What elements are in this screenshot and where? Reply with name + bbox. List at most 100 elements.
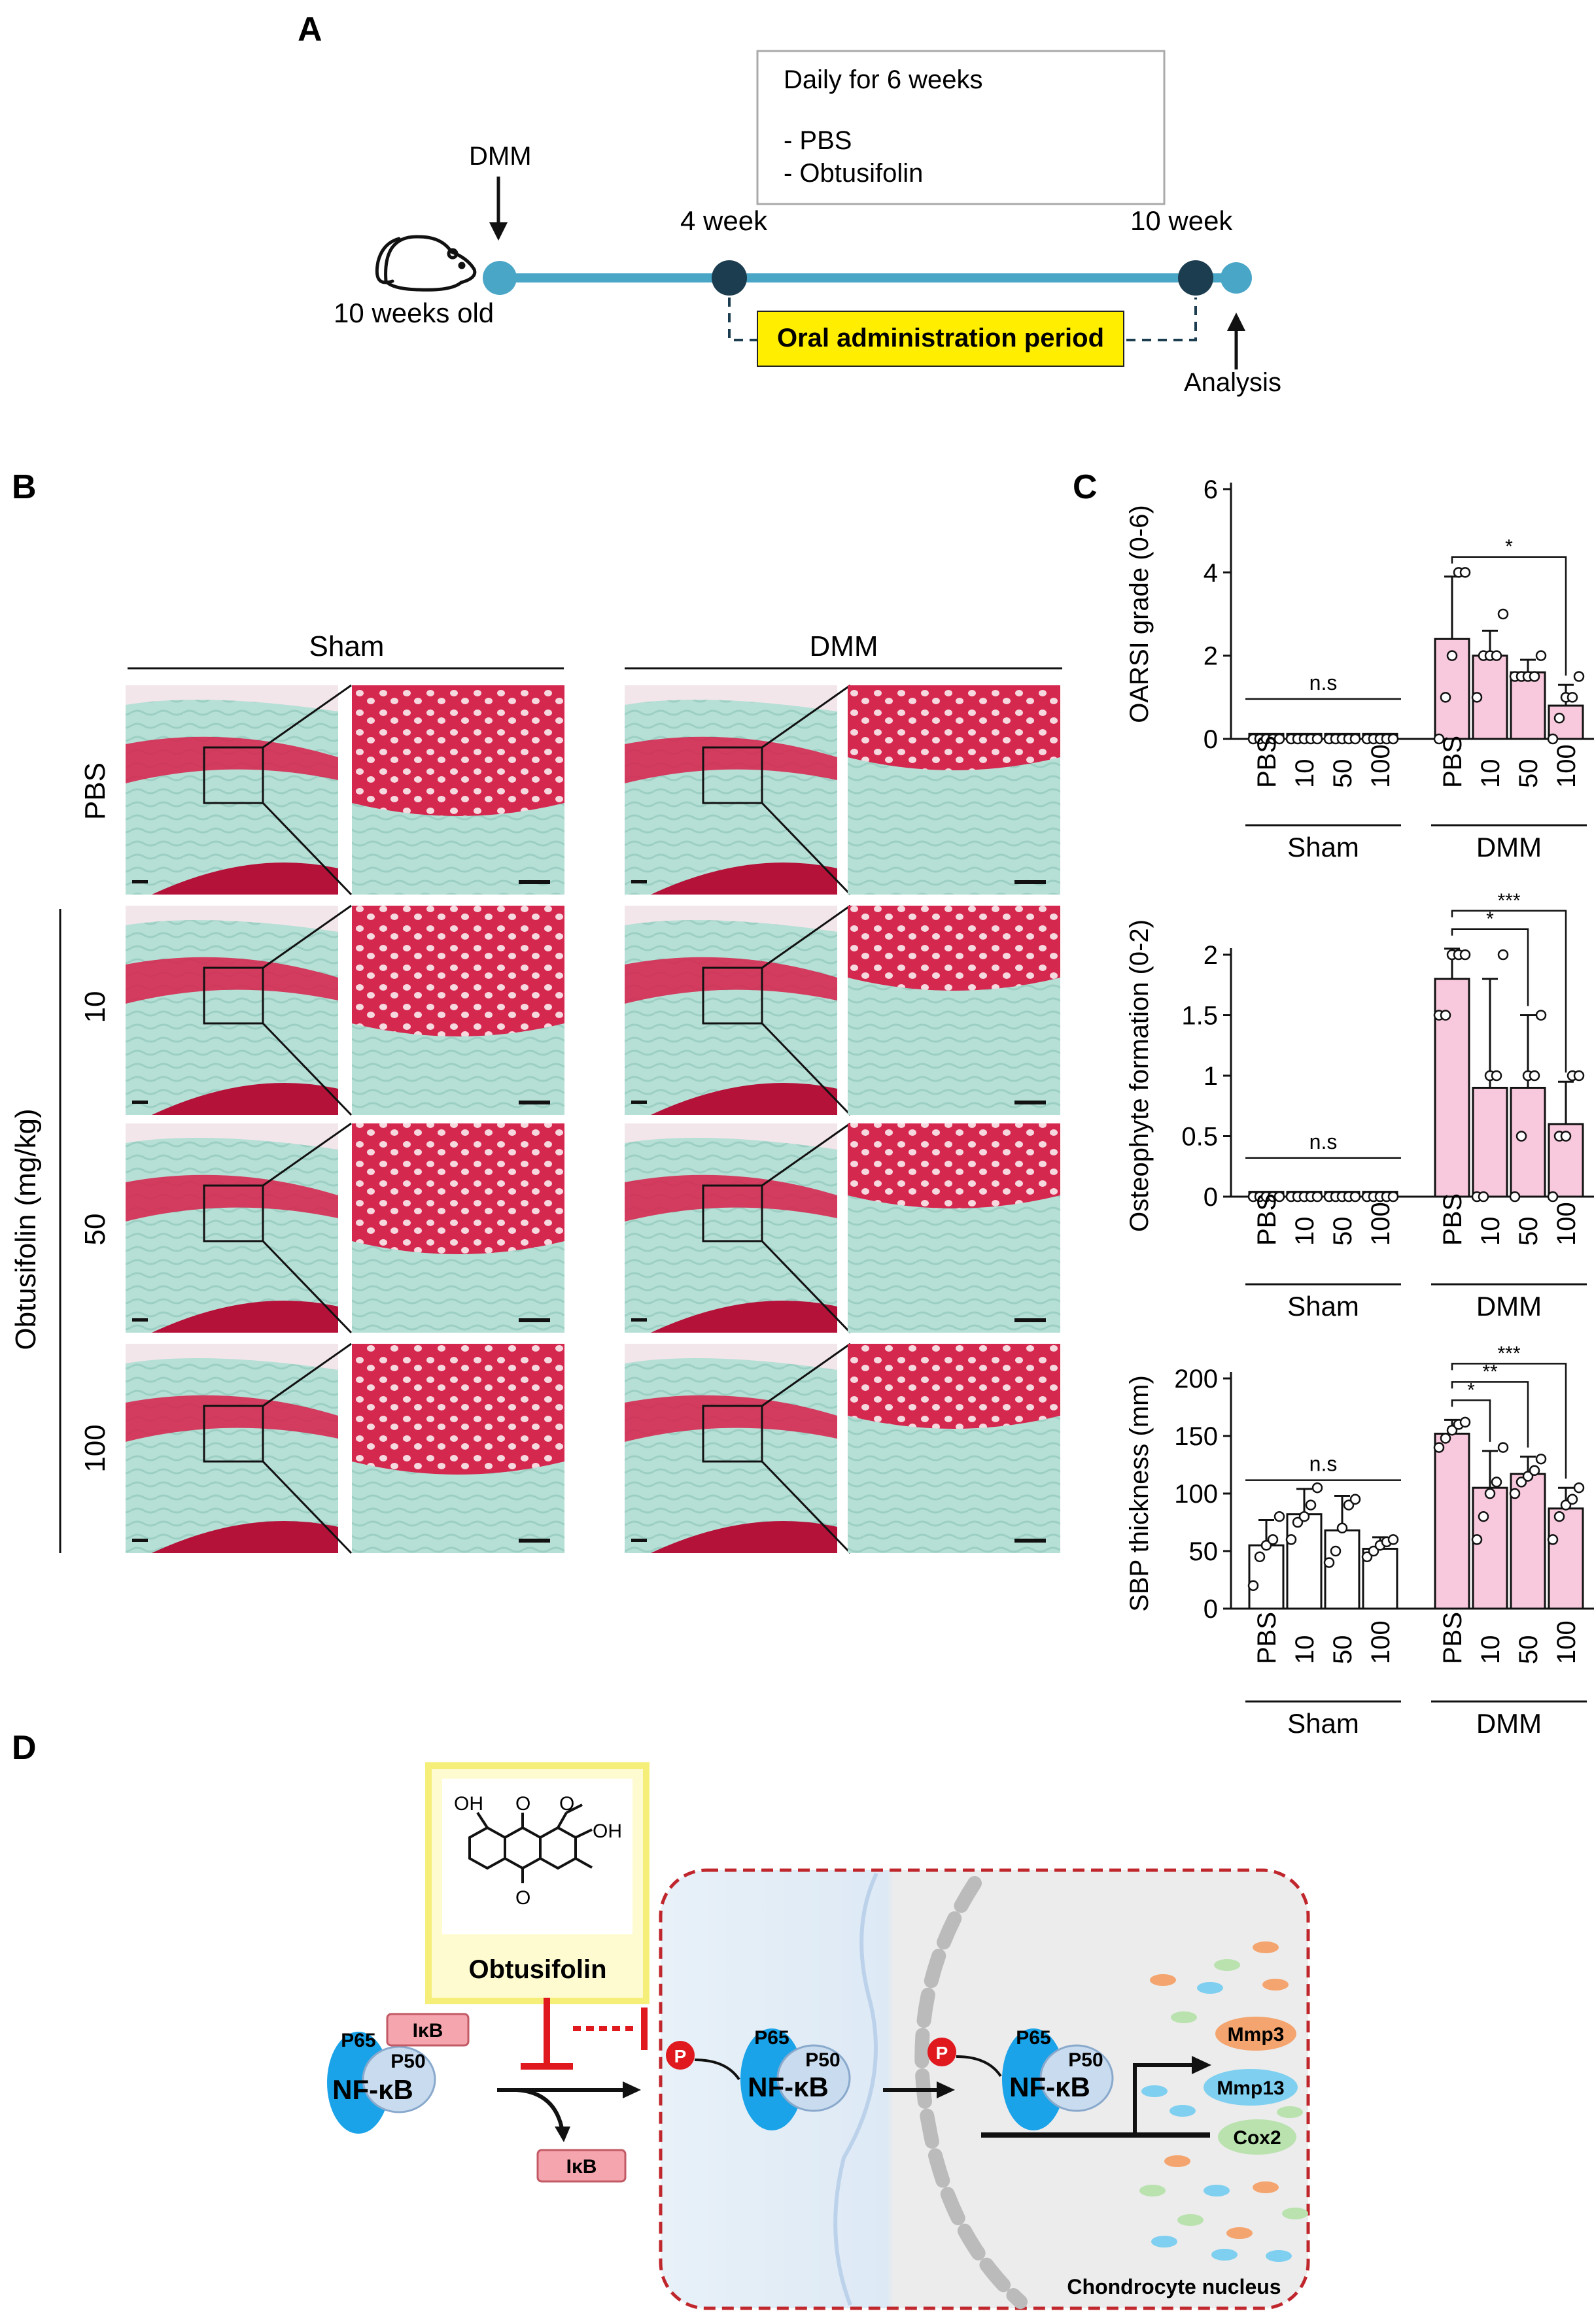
data-point xyxy=(1446,1424,1458,1436)
row-label-pbs: PBS xyxy=(79,762,111,820)
cell-region xyxy=(659,1868,1310,2310)
group-label: Sham xyxy=(1287,1708,1359,1739)
group-label: DMM xyxy=(1476,1291,1542,1322)
histology-overview-image xyxy=(625,1122,852,1334)
data-point xyxy=(1440,1433,1451,1444)
significance-bracket xyxy=(1451,1363,1567,1479)
compound-label: Obtusifolin xyxy=(468,1955,606,1984)
x-tick-label: PBS xyxy=(1253,1612,1281,1664)
nuclear-envelope xyxy=(914,1876,1028,2309)
data-point xyxy=(1273,1191,1285,1203)
bar xyxy=(1324,1529,1360,1610)
data-point xyxy=(1535,650,1547,661)
histology-overview-image xyxy=(625,1342,852,1554)
ikb-label-2: IκB xyxy=(566,2156,597,2178)
data-point xyxy=(1497,1442,1509,1453)
y-tick-label: 0 xyxy=(1204,1595,1218,1624)
data-point xyxy=(1311,1191,1323,1203)
group-label: Sham xyxy=(1287,832,1359,863)
histology-zoom-image xyxy=(848,685,1060,895)
data-point xyxy=(1343,1499,1355,1511)
p50-label-2: P50 xyxy=(805,2049,840,2071)
nfkb-complex-phospho: P P65 P50 NF-κB xyxy=(666,2027,851,2130)
p65-label-3: P65 xyxy=(1016,2027,1050,2049)
obtusifolin-dose-label: Obtusifolin (mg/kg) xyxy=(10,1108,42,1350)
data-point xyxy=(1440,1010,1451,1021)
y-tick-label: 2 xyxy=(1204,941,1218,970)
y-tick-label: 150 xyxy=(1174,1422,1218,1451)
period-label: Oral administration period xyxy=(777,324,1104,352)
data-point xyxy=(1497,608,1509,620)
p65-label-1: P65 xyxy=(341,2030,375,2051)
group-label: Sham xyxy=(1287,1291,1359,1322)
phospho-label-1: P xyxy=(674,2046,687,2066)
data-point xyxy=(1547,1191,1559,1203)
data-point xyxy=(1491,1477,1502,1488)
x-tick-label: PBS xyxy=(1438,1612,1467,1664)
phospho-label-2: P xyxy=(936,2043,948,2063)
x-tick-label: 50 xyxy=(1328,759,1357,789)
data-point xyxy=(1491,1070,1502,1082)
released-ikb xyxy=(536,2149,627,2183)
histology-zoom-image xyxy=(352,906,564,1115)
analysis-arrow-head xyxy=(1227,313,1245,331)
data-point xyxy=(1298,1511,1310,1522)
treatment-box xyxy=(756,50,1166,205)
data-point xyxy=(1522,1471,1534,1482)
mmp3-blob xyxy=(1215,2017,1296,2051)
y-tick-label: 0 xyxy=(1204,1183,1218,1212)
group-label: DMM xyxy=(1476,1708,1542,1739)
x-tick-label: 10 xyxy=(1291,1635,1319,1665)
y-axis-label: OARSI grade (0-6) xyxy=(1125,505,1154,723)
x-tick-label: 50 xyxy=(1328,1217,1357,1246)
histology-overview-image xyxy=(126,1342,353,1554)
x-tick-label: PBS xyxy=(1438,1193,1467,1246)
histology-zoom-image xyxy=(352,1123,564,1333)
timeline-end-node xyxy=(1221,262,1252,294)
x-tick-label: 100 xyxy=(1366,744,1395,788)
oh-label-1: OH xyxy=(454,1793,483,1815)
data-point xyxy=(1323,1557,1335,1568)
data-point xyxy=(1547,733,1559,745)
nucleus-label: Chondrocyte nucleus xyxy=(1067,2275,1281,2298)
panel-a-timeline: Daily for 6 weeks - PBS - Obtusifolin 10… xyxy=(334,50,1281,397)
data-point xyxy=(1471,1534,1483,1545)
data-point xyxy=(1247,1580,1259,1592)
data-point xyxy=(1387,1534,1399,1545)
panel-label-c: C xyxy=(1073,468,1098,506)
x-tick-label: 10 xyxy=(1476,1635,1505,1665)
histology-overview-image xyxy=(625,904,852,1116)
cytoplasm-boundary xyxy=(833,1872,878,2306)
data-point xyxy=(1311,1482,1323,1494)
treatment-box-title: Daily for 6 weeks xyxy=(784,65,983,94)
data-point xyxy=(1560,1131,1572,1142)
nfkb-label-2: NF-κB xyxy=(748,2072,829,2102)
histology-zoom-image xyxy=(352,1344,564,1553)
significance-label: *** xyxy=(1497,1342,1520,1364)
p65-label-2: P65 xyxy=(754,2027,789,2049)
data-point xyxy=(1285,1534,1297,1545)
significance-label: *** xyxy=(1497,890,1520,912)
x-tick-label: PBS xyxy=(1438,736,1467,788)
data-point xyxy=(1573,1482,1585,1494)
ns-label: n.s xyxy=(1309,671,1338,694)
group-label: DMM xyxy=(1476,832,1542,863)
y-tick-label: 0.5 xyxy=(1181,1123,1218,1152)
data-point xyxy=(1529,1070,1540,1082)
mmp3-label: Mmp3 xyxy=(1228,2024,1285,2045)
data-point xyxy=(1330,1545,1342,1557)
data-point xyxy=(1529,671,1540,682)
y-axis-label: SBP thickness (mm) xyxy=(1125,1375,1154,1612)
data-point xyxy=(1311,733,1323,745)
mmp13-blob xyxy=(1204,2069,1298,2106)
histology-overview-image xyxy=(126,904,353,1116)
nfkb-label-1: NF-κB xyxy=(332,2074,413,2105)
histology-zoom-image xyxy=(848,1123,1060,1333)
oh-label-2: OH xyxy=(593,1820,622,1842)
data-point xyxy=(1573,1070,1585,1082)
histology-overview-image xyxy=(126,684,353,896)
data-point xyxy=(1497,949,1509,961)
data-point xyxy=(1387,733,1399,745)
significance-label: ** xyxy=(1482,1361,1498,1382)
